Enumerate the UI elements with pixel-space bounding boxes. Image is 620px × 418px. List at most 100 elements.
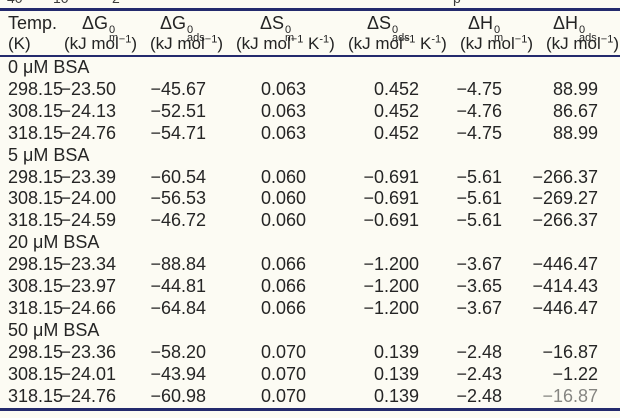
col-header-dG-m: ΔG 0 m <box>82 13 118 44</box>
unit-text: (kJ mol <box>150 34 205 53</box>
table-body: 0 μM BSA 298.15 −23.50 −45.67 0.063 0.452 −4.7… <box>0 56 620 409</box>
value-cell: 0.063 <box>260 78 306 99</box>
value-cell: −0.691 <box>363 188 419 209</box>
value-cell: 0.066 <box>260 297 306 318</box>
unit-sup: -1 <box>431 33 442 46</box>
temperature-cell: 318.15 <box>8 122 64 143</box>
value-cell: −2.48 <box>456 385 502 406</box>
unit-text: ) <box>527 34 533 53</box>
value-cell: −5.61 <box>456 166 502 187</box>
section-row: 20 μM BSA <box>0 232 620 254</box>
section-row: 5 μM BSA <box>0 145 620 167</box>
value-cell: 0.452 <box>373 78 419 99</box>
value-cell: 0.139 <box>373 385 419 406</box>
unit-sup: −1 <box>600 33 614 46</box>
header-sup: 0 <box>109 24 116 36</box>
value-cell: −4.76 <box>456 100 502 121</box>
col-header-dH-m: ΔH 0 m <box>468 13 503 44</box>
value-cell: 0.139 <box>373 363 419 384</box>
table-row: 298.15 −23.34 −88.84 0.066 −1.200 −3.67 −446.4… <box>0 254 620 276</box>
section-label: 0 μM BSA <box>8 57 90 77</box>
unit-text: K <box>415 34 432 53</box>
unit-text: ) <box>441 34 447 53</box>
value-cell: −54.71 <box>150 122 206 143</box>
table-row: 308.15 −24.13 −52.51 0.063 0.452 −4.76 86.67 <box>0 101 620 123</box>
header-sup: 0 <box>285 24 292 36</box>
section-label: 5 μM BSA <box>8 144 90 165</box>
section-row: 50 μM BSA <box>0 320 620 342</box>
value-cell: 0.452 <box>373 122 419 143</box>
unit-text: ) <box>613 34 619 53</box>
value-cell: 0.060 <box>260 166 306 187</box>
value-cell: −64.84 <box>150 297 206 318</box>
temperature-cell: 308.15 <box>8 276 64 297</box>
value-cell: −44.81 <box>150 276 206 297</box>
value-cell: −5.61 <box>456 188 502 209</box>
value-cell: −4.75 <box>456 78 502 99</box>
supsub: 0 ads <box>392 25 410 44</box>
table-row: 298.15 −23.36 −58.20 0.070 0.139 −2.48 −16.87 <box>0 342 620 364</box>
table-header: Temp. ΔG 0 m ΔG 0 ads ΔS 0 m ΔS 0 ads ΔH 0 m ΔH 0 ad… <box>0 11 620 55</box>
unit-text: (kJ mol <box>236 34 291 53</box>
value-cell: −266.37 <box>532 166 599 187</box>
value-cell: −23.50 <box>60 78 116 99</box>
unit-dH-m: (kJ mol−1) <box>460 34 533 54</box>
clipped-glyph: - <box>94 0 99 6</box>
table-row: 308.15 −24.01 −43.94 0.070 0.139 −2.43 −1.22 <box>0 364 620 386</box>
value-cell: 0.066 <box>260 276 306 297</box>
section-label: 50 μM BSA <box>8 319 100 340</box>
temperature-cell: 298.15 <box>8 254 64 275</box>
header-sub: ads <box>187 32 205 44</box>
header-sub: ads <box>579 32 597 44</box>
value-cell: −1.200 <box>363 254 419 275</box>
clipped-text-fragments: 40 10 - 2 p <box>0 0 620 7</box>
header-base: ΔS <box>260 13 285 33</box>
temperature-cell: 298.15 <box>8 166 64 187</box>
table-row: 318.15 −24.76 −60.98 0.070 0.139 −2.48 −16.87 <box>0 386 620 409</box>
unit-text: ) <box>131 34 137 53</box>
value-cell: −24.00 <box>60 188 116 209</box>
value-cell: 0.452 <box>373 100 419 121</box>
header-base: ΔG <box>82 13 109 33</box>
header-sup: 0 <box>579 24 586 36</box>
header-sub: ads <box>392 32 410 44</box>
unit-sup: −1 <box>204 33 218 46</box>
unit-sup: −1 <box>290 33 304 46</box>
value-cell: −446.47 <box>532 254 599 275</box>
value-cell: −1.200 <box>363 276 419 297</box>
unit-text: (kJ mol <box>546 34 601 53</box>
clipped-glyph: 2 <box>112 0 120 6</box>
value-cell: −269.27 <box>532 188 599 209</box>
value-cell: −23.97 <box>60 276 116 297</box>
value-cell: −5.61 <box>456 210 502 231</box>
table-row: 318.15 −24.59 −46.72 0.060 −0.691 −5.61 −266.3… <box>0 210 620 232</box>
value-cell: −58.20 <box>150 341 206 362</box>
value-cell: 0.063 <box>260 100 306 121</box>
unit-dG-ads: (kJ mol−1) <box>150 34 223 54</box>
table-top-rule <box>0 8 620 11</box>
table-row: 318.15 −24.76 −54.71 0.063 0.452 −4.75 88.99 <box>0 123 620 145</box>
unit-text: ) <box>217 34 223 53</box>
unit-temp: (K) <box>8 34 31 54</box>
value-cell: −3.67 <box>456 254 502 275</box>
value-cell: 0.066 <box>260 254 306 275</box>
col-header-dG-ads: ΔG 0 ads <box>160 13 205 44</box>
table-row: 298.15 −23.50 −45.67 0.063 0.452 −4.75 88.99 <box>0 79 620 101</box>
unit-sup: −1 <box>514 33 528 46</box>
unit-sup: −1 <box>118 33 132 46</box>
value-cell: −266.37 <box>532 210 599 231</box>
unit-text: (kJ mol <box>460 34 515 53</box>
col-header-dH-ads: ΔH 0 ads <box>553 13 597 44</box>
unit-text: (kJ mol <box>348 34 403 53</box>
unit-text: ) <box>329 34 335 53</box>
section-label: 20 μM BSA <box>8 232 100 253</box>
table-row: 308.15 −24.00 −56.53 0.060 −0.691 −5.61 −269.2… <box>0 188 620 210</box>
value-cell: −24.76 <box>60 122 116 143</box>
value-cell: −88.84 <box>150 254 206 275</box>
table-row: 298.15 −23.39 −60.54 0.060 −0.691 −5.61 −266.3… <box>0 167 620 189</box>
value-cell: −0.691 <box>363 210 419 231</box>
header-base: ΔH <box>468 13 494 33</box>
